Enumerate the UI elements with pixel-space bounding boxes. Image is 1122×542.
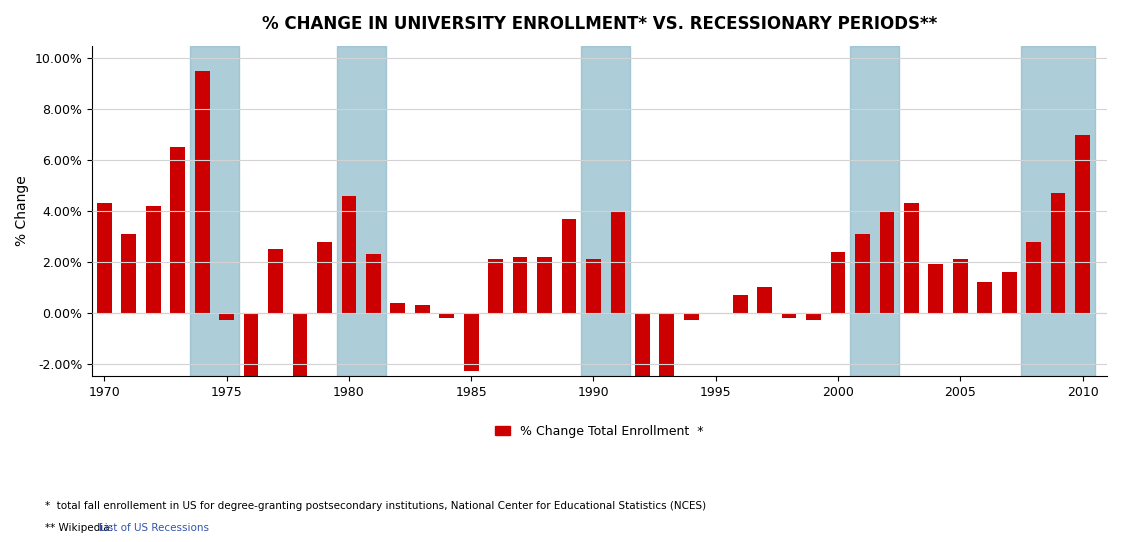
Text: *  total fall enrollement in US for degree-granting postsecondary institutions, : * total fall enrollement in US for degre… xyxy=(45,501,706,512)
Bar xyxy=(1051,193,1066,313)
Bar xyxy=(635,313,650,542)
Bar xyxy=(341,196,357,313)
Bar xyxy=(586,260,600,313)
Bar xyxy=(121,234,136,313)
Bar xyxy=(268,249,283,313)
Bar xyxy=(537,257,552,313)
Bar xyxy=(366,254,380,313)
Bar xyxy=(581,46,631,376)
Bar xyxy=(929,264,944,313)
Bar xyxy=(1021,46,1095,376)
Bar xyxy=(880,211,894,313)
Bar xyxy=(1075,135,1089,313)
Text: ** Wikipedia:: ** Wikipedia: xyxy=(45,523,120,533)
Bar xyxy=(977,282,992,313)
Bar xyxy=(293,313,307,402)
Bar xyxy=(782,313,797,318)
Bar xyxy=(807,313,821,320)
Bar xyxy=(562,218,577,313)
Bar xyxy=(440,313,454,318)
Bar xyxy=(757,287,772,313)
Bar xyxy=(415,305,430,313)
Bar xyxy=(610,211,625,313)
Bar xyxy=(684,313,699,320)
Legend: % Change Total Enrollment  *: % Change Total Enrollment * xyxy=(490,420,709,443)
Title: % CHANGE IN UNIVERSITY ENROLLMENT* VS. RECESSIONARY PERIODS**: % CHANGE IN UNIVERSITY ENROLLMENT* VS. R… xyxy=(261,15,937,33)
Bar xyxy=(337,46,386,376)
Bar xyxy=(190,46,239,376)
Bar xyxy=(488,260,503,313)
Bar xyxy=(195,71,210,313)
Bar xyxy=(1002,272,1017,313)
Y-axis label: % Change: % Change xyxy=(15,176,29,247)
Bar xyxy=(830,251,845,313)
Bar xyxy=(953,260,967,313)
Bar xyxy=(171,147,185,313)
Bar xyxy=(146,206,160,313)
Bar xyxy=(850,46,899,376)
Bar xyxy=(390,302,405,313)
Bar xyxy=(243,313,258,542)
Bar xyxy=(1027,242,1041,313)
Bar xyxy=(733,295,747,313)
Bar xyxy=(318,242,332,313)
Bar xyxy=(96,203,112,313)
Bar xyxy=(660,313,674,415)
Bar xyxy=(219,313,234,320)
Bar xyxy=(463,313,478,371)
Bar xyxy=(904,203,919,313)
Bar xyxy=(855,234,870,313)
Bar xyxy=(513,257,527,313)
Text: List of US Recessions: List of US Recessions xyxy=(99,523,209,533)
